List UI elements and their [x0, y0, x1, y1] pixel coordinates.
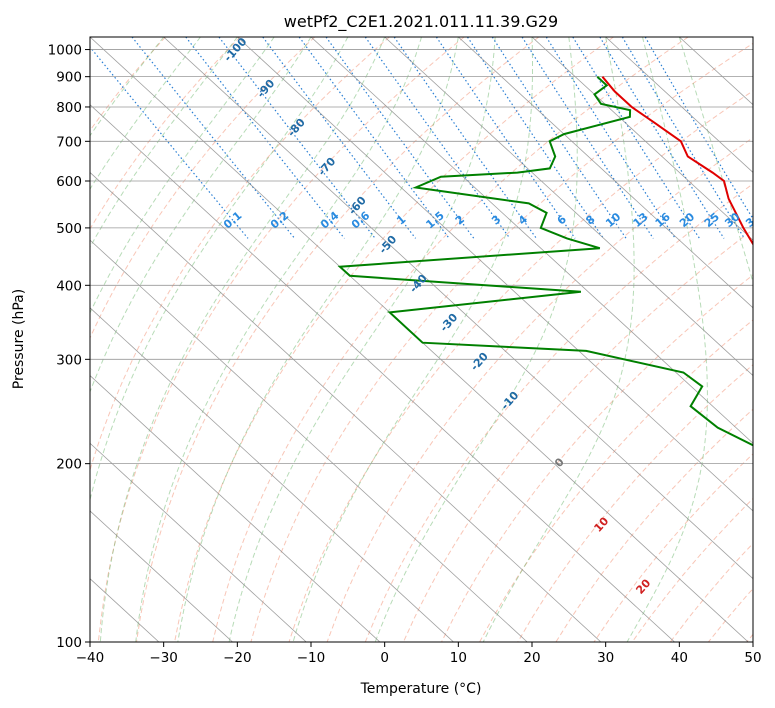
x-tick-label: 0	[380, 650, 389, 666]
chart-title: wetPf2_C2E1.2021.011.11.39.G29	[284, 12, 558, 32]
x-tick-label: 20	[523, 650, 540, 666]
y-axis-label: Pressure (hPa)	[11, 289, 27, 389]
y-tick-label: 900	[56, 70, 82, 86]
y-tick-label: 500	[56, 221, 82, 237]
y-tick-label: 800	[56, 100, 82, 116]
x-tick-label: −20	[223, 650, 252, 666]
isotherm	[0, 37, 12, 642]
dry-adiabat-label: 40	[717, 700, 737, 708]
y-tick-label: 700	[56, 134, 82, 150]
y-tick-label: 1000	[48, 43, 82, 59]
y-tick-label: 100	[56, 635, 82, 651]
y-axis: 100 200 300 400 500 600 700 800 900 1000	[48, 43, 90, 651]
y-tick-label: 600	[56, 174, 82, 190]
isotherm	[753, 37, 775, 642]
y-tick-label: 400	[56, 278, 82, 294]
x-axis-label: Temperature (°C)	[360, 681, 482, 697]
x-tick-label: −10	[297, 650, 326, 666]
x-tick-label: 10	[450, 650, 467, 666]
plot-area	[90, 37, 753, 642]
x-tick-label: 40	[671, 650, 688, 666]
x-axis: −40 −30 −20 −10 0 10 20 30 40 50	[76, 642, 762, 666]
x-tick-label: 30	[597, 650, 614, 666]
y-tick-label: 300	[56, 352, 82, 368]
y-tick-label: 200	[56, 457, 82, 473]
x-tick-label: 50	[744, 650, 761, 666]
x-tick-label: −40	[76, 650, 105, 666]
x-tick-label: −30	[149, 650, 178, 666]
